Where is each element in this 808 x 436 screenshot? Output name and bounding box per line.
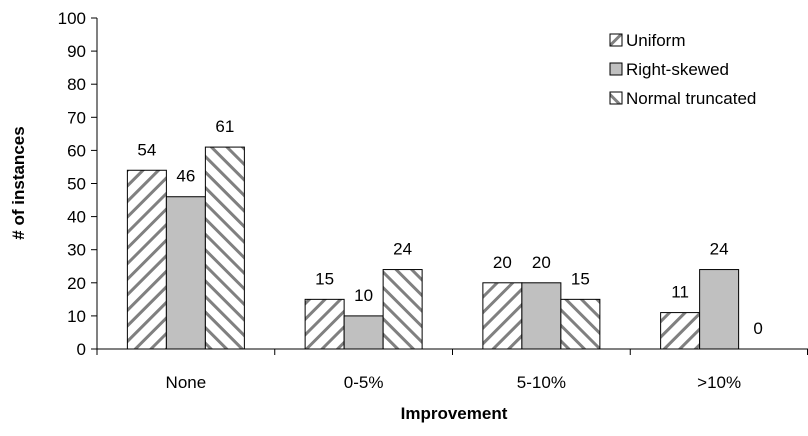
x-axis-title: Improvement: [401, 404, 508, 423]
x-tick-label-0-5: 0-5%: [344, 373, 384, 392]
data-label-uniform-none: 54: [137, 140, 156, 159]
bar-right-skewed-0-5: [343, 315, 384, 350]
data-label-right-skewed-0-5: 10: [354, 286, 373, 305]
y-tick-label: 50: [67, 175, 86, 194]
data-label-uniform-5-10: 20: [493, 253, 512, 272]
bar-uniform-5-10: [482, 282, 523, 350]
y-tick-label: 10: [67, 307, 86, 326]
data-label-right-skewed-none: 46: [176, 167, 195, 186]
bar-uniform-none: [126, 169, 167, 350]
bar-uniform-0-5: [304, 298, 345, 350]
y-tick-label: 30: [67, 241, 86, 260]
data-label-normal-truncated-none: 61: [215, 117, 234, 136]
legend: Uniform Right-skewed Normal truncated: [609, 31, 756, 108]
legend-swatch-right-skewed: [609, 62, 623, 76]
y-tick-label: 40: [67, 208, 86, 227]
bar-right-skewed-10: [699, 269, 740, 350]
y-tick-label: 90: [67, 42, 86, 61]
y-tick-label: 100: [58, 9, 86, 28]
y-axis-title: # of instances: [9, 126, 28, 239]
bar-right-skewed-5-10: [521, 282, 562, 350]
data-label-normal-truncated-5-10: 15: [571, 269, 590, 288]
legend-label-uniform: Uniform: [626, 31, 686, 50]
x-tick-label-5-10: 5-10%: [517, 373, 566, 392]
bar-right-skewed-none: [165, 196, 206, 350]
bar-normal-truncated-5-10: [560, 298, 601, 350]
y-tick-label: 70: [67, 108, 86, 127]
legend-swatch-normal-truncated: [609, 91, 623, 105]
data-label-uniform-0-5: 15: [315, 269, 334, 288]
y-tick-label: 80: [67, 75, 86, 94]
y-tick-label: 60: [67, 141, 86, 160]
y-tick-label: 20: [67, 274, 86, 293]
bar-uniform-10: [660, 312, 701, 350]
data-label-normal-truncated-10: 0: [753, 319, 762, 338]
legend-label-right-skewed: Right-skewed: [626, 60, 729, 79]
data-label-normal-truncated-0-5: 24: [393, 240, 412, 259]
y-axis: 0 10 20 30 40 50 60 70 80 90 100: [58, 9, 98, 359]
legend-label-normal-truncated: Normal truncated: [626, 89, 756, 108]
bar-normal-truncated-none: [204, 146, 245, 350]
bars: [126, 146, 740, 350]
data-label-uniform-10: 11: [671, 283, 689, 302]
y-tick-label: 0: [77, 340, 86, 359]
bar-normal-truncated-0-5: [382, 269, 423, 350]
data-label-right-skewed-5-10: 20: [532, 253, 551, 272]
x-tick-label-10: >10%: [697, 373, 741, 392]
x-tick-label-none: None: [166, 373, 207, 392]
data-label-right-skewed-10: 24: [710, 240, 729, 259]
data-labels: 54 46 61 15 10 24 20 20 15 11 24 0: [137, 117, 762, 338]
x-axis: None 0-5% 5-10% >10%: [96, 348, 808, 392]
legend-swatch-uniform: [609, 33, 623, 47]
